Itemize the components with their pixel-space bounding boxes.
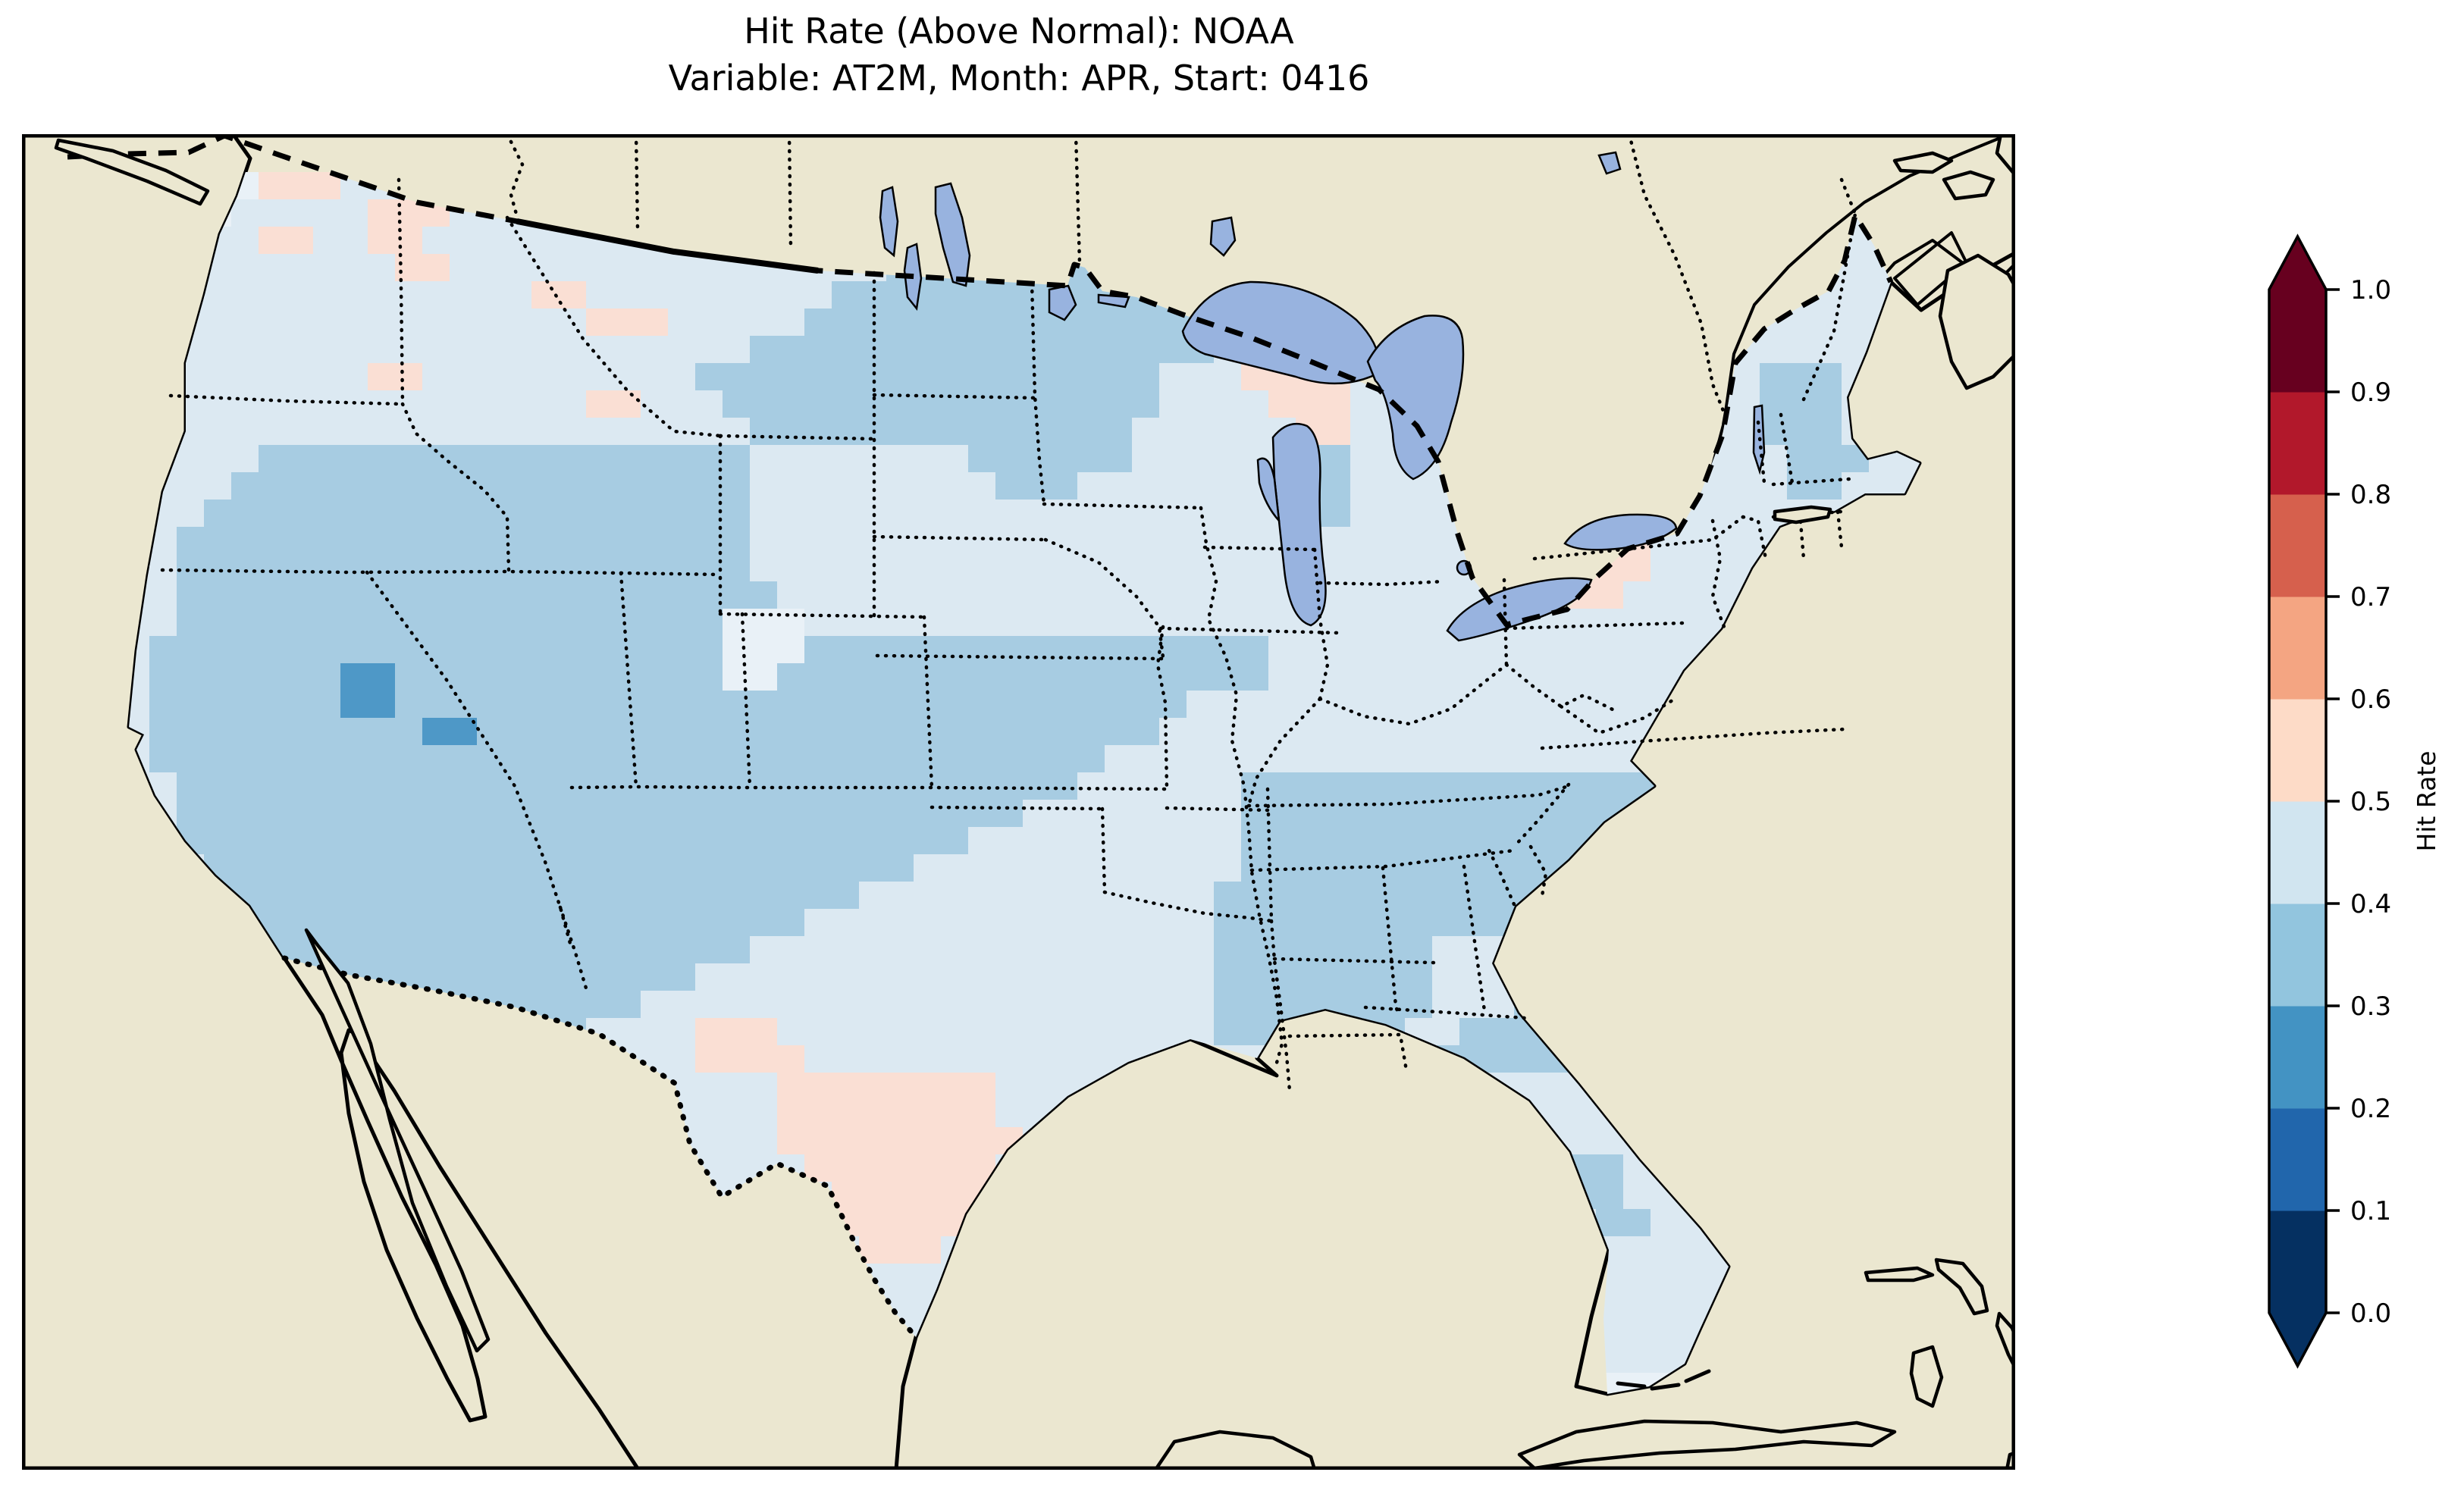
us-canada-border-solid-segment [516,218,819,274]
colorbar-tick-label: 0.5 [2350,787,2391,817]
lake-of-the-woods [1048,284,1077,321]
anticosti-island [1892,151,1954,174]
map-frame [22,134,2015,1470]
cuba [1517,1419,1897,1470]
colorbar-ticks: 0.0 0.1 0.2 0.3 0.4 0.5 0.6 0.7 0.8 0.9 1.0 [2326,275,2391,1329]
colorbar-panel: 0.0 0.1 0.2 0.3 0.4 0.5 0.6 0.7 0.8 0.9 1.0 Hit Ra… [2244,212,2464,1395]
long-island [1773,505,1832,525]
lake-erie [1446,577,1593,642]
lake-michigan [1271,422,1327,627]
andros [1909,1345,1944,1408]
newfoundland [1995,134,2015,178]
country-borders [67,134,1894,1340]
map-panel [22,134,2015,1470]
chart-title: Hit Rate (Above Normal): NOAA [744,11,1294,52]
colorbar-extend-under-arrow [2269,1313,2326,1366]
colorbar-tick-label: 0.9 [2350,377,2391,408]
state-borders [160,134,1857,1093]
lake-nipigon [1209,216,1237,257]
colorbar-tick-label: 0.6 [2350,684,2391,715]
title-block: Hit Rate (Above Normal): NOAA Variable: … [0,8,2038,102]
chart-subtitle: Variable: AT2M, Month: APR, Start: 0416 [668,58,1370,99]
lake-winnipeg [934,182,971,287]
colorbar-tick-label: 0.8 [2350,480,2391,510]
islands [54,134,2015,1470]
grand-bahama [1864,1266,1935,1283]
us-mexico-border [281,955,919,1340]
quebec-lake [1597,151,1622,175]
colorbar-tick-label: 0.2 [2350,1094,2391,1124]
abaco [1934,1258,1989,1316]
florida-keys [1616,1369,1711,1391]
baja-california [304,928,491,1353]
lakes [879,151,1766,642]
prince-edward-island [1942,170,1995,201]
colorbar-tick-label: 0.7 [2350,582,2391,612]
colorbar: 0.0 0.1 0.2 0.3 0.4 0.5 0.6 0.7 0.8 0.9 1.0 Hit Ra… [2268,233,2441,1369]
colorbar-segments [2269,290,2326,1314]
green-bay [1256,457,1281,524]
colorbar-tick-label: 0.1 [2350,1196,2391,1226]
yucatan [1153,1430,1317,1470]
colorbar-extend-over-arrow [2269,236,2326,290]
conus-map [22,134,2015,1470]
colorbar-tick-label: 1.0 [2350,275,2391,305]
colorbar-axis-label: Hit Rate [2412,750,2441,851]
colorbar-tick-label: 0.4 [2350,889,2391,919]
nova-scotia [1938,253,2015,390]
colorbar-tick-label: 0.3 [2350,991,2391,1022]
lake-huron [1366,315,1465,481]
colorbar-tick-label: 0.0 [2350,1298,2391,1329]
lake-winnipegosis [879,186,899,258]
vancouver-island [54,138,210,206]
